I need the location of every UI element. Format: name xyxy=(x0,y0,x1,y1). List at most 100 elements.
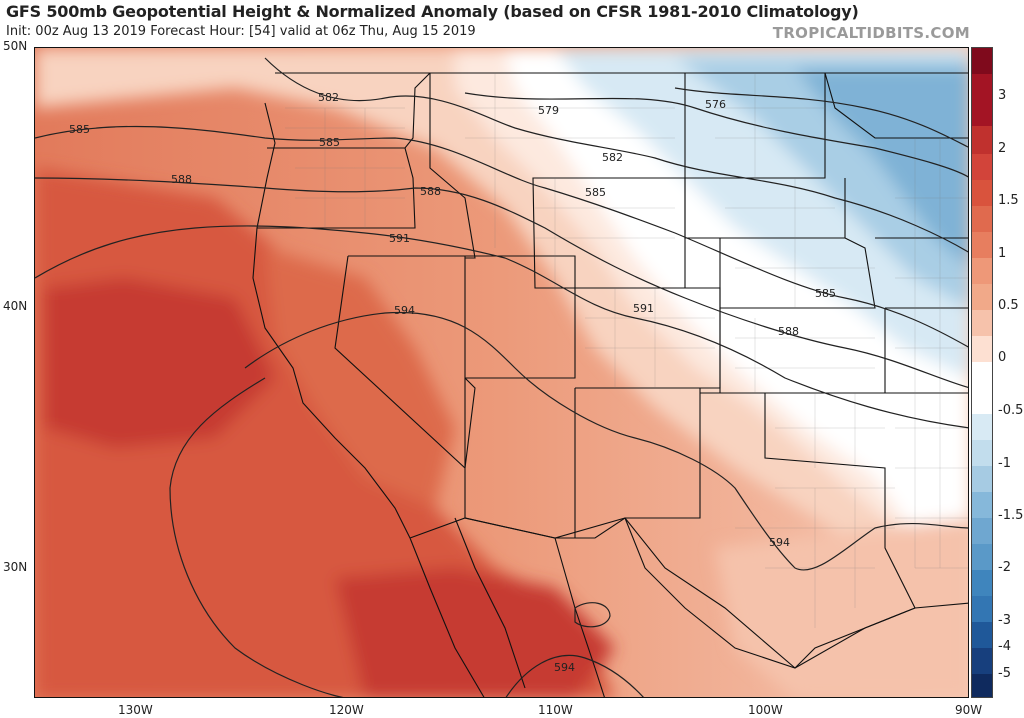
oregon-california-line xyxy=(257,147,416,229)
anomaly-band-light-gulf xyxy=(715,518,968,697)
cb-swatch xyxy=(972,622,992,648)
state-borders xyxy=(252,72,968,697)
anomaly-band-dark-red-mexico xyxy=(335,568,615,697)
contour-594 xyxy=(244,311,968,571)
anomaly-map: 582 579 576 585 585 582 588 585 588 591 … xyxy=(35,48,968,697)
brand-watermark: TROPICALTIDBITS.COM xyxy=(772,24,970,42)
contour-closed-high xyxy=(574,602,611,628)
contour-label: 579 xyxy=(538,104,559,117)
west-coast-outline xyxy=(252,102,411,539)
cb-swatch xyxy=(972,206,992,232)
iowa-missouri-line xyxy=(875,237,968,394)
height-contours xyxy=(35,57,968,697)
lon-label-120w: 120W xyxy=(329,703,364,717)
contour-579 xyxy=(464,92,968,178)
contour-label: 591 xyxy=(633,302,654,315)
colorbar-label: 2 xyxy=(998,141,1007,156)
lon-label-110w: 110W xyxy=(538,703,573,717)
us-mexico-border xyxy=(409,517,796,669)
dakotas-nebraska-line xyxy=(684,178,846,239)
nebraska-kansas-line xyxy=(685,237,876,309)
cb-swatch xyxy=(972,492,992,518)
baja-peninsula xyxy=(409,517,526,697)
lat-label-50n: 50N xyxy=(3,39,28,53)
contour-576 xyxy=(674,87,968,148)
colorbar-label: 3 xyxy=(998,88,1007,103)
anomaly-band-mid-blue xyxy=(795,68,968,267)
contour-591 xyxy=(35,225,968,429)
anomaly-band-red-southwest xyxy=(265,248,455,508)
contour-label: 588 xyxy=(171,173,192,186)
map-subtitle: Init: 00z Aug 13 2019 Forecast Hour: [54… xyxy=(6,24,476,39)
contour-label: 594 xyxy=(394,304,415,317)
cb-swatch xyxy=(972,258,992,284)
contour-label: 588 xyxy=(778,325,799,338)
colorbar-label: 1 xyxy=(998,246,1007,261)
colorbar-label: -3 xyxy=(998,613,1011,628)
washington-oregon-line xyxy=(267,72,431,149)
colorbar-label: 0.5 xyxy=(998,298,1019,313)
cb-swatch xyxy=(972,310,992,336)
contour-label: 582 xyxy=(602,151,623,164)
contour-585 xyxy=(35,125,968,348)
cb-swatch xyxy=(972,74,992,126)
cb-swatch xyxy=(972,388,992,414)
cb-swatch xyxy=(972,570,992,596)
colorbar-swatches xyxy=(972,48,992,697)
cb-swatch xyxy=(972,596,992,622)
contour-label: 585 xyxy=(815,287,836,300)
cb-swatch xyxy=(972,466,992,492)
cb-swatch xyxy=(972,674,992,697)
contour-labels: 582 579 576 585 585 582 588 585 588 591 … xyxy=(69,91,836,674)
colorbar-label: -4 xyxy=(998,639,1011,654)
cb-swatch xyxy=(972,284,992,310)
colorbar-label: 0 xyxy=(998,350,1007,365)
county-lines xyxy=(285,73,968,628)
contour-594-south xyxy=(169,377,344,697)
cb-swatch xyxy=(972,48,992,74)
colorbar-label: -1 xyxy=(998,456,1011,471)
contour-label: 585 xyxy=(69,123,90,136)
contour-label: 588 xyxy=(420,185,441,198)
contour-label: 582 xyxy=(318,91,339,104)
contour-label: 585 xyxy=(585,186,606,199)
lon-label-100w: 100W xyxy=(748,703,783,717)
anomaly-band-dark-red-west xyxy=(45,278,275,448)
map-panel: 582 579 576 585 585 582 588 585 588 591 … xyxy=(34,47,969,698)
cb-swatch xyxy=(972,544,992,570)
mexico-coast xyxy=(554,537,605,697)
contour-label: 585 xyxy=(319,136,340,149)
cb-swatch xyxy=(972,440,992,466)
map-title: GFS 500mb Geopotential Height & Normaliz… xyxy=(6,2,859,21)
cb-swatch xyxy=(972,518,992,544)
lat-label-40n: 40N xyxy=(3,299,28,313)
contour-label: 594 xyxy=(554,661,575,674)
colorbar-label: 1.5 xyxy=(998,193,1019,208)
cb-swatch xyxy=(972,180,992,206)
cb-swatch xyxy=(972,648,992,674)
colorbar-label: -1.5 xyxy=(998,508,1024,523)
minnesota-line xyxy=(824,72,968,139)
colorbar-label: -5 xyxy=(998,666,1011,681)
cb-swatch xyxy=(972,336,992,362)
colorbar xyxy=(971,47,993,698)
gulf-coast xyxy=(794,602,968,669)
contour-582 xyxy=(264,57,968,253)
cb-swatch xyxy=(972,154,992,180)
lat-label-30n: 30N xyxy=(3,560,28,574)
lon-label-90w: 90W xyxy=(955,703,983,717)
contour-label: 594 xyxy=(769,536,790,549)
cb-swatch xyxy=(972,362,992,388)
cb-swatch xyxy=(972,126,992,154)
contour-594-mexico xyxy=(505,654,644,697)
lon-label-130w: 130W xyxy=(118,703,153,717)
cb-swatch xyxy=(972,232,992,258)
contour-label: 576 xyxy=(705,98,726,111)
cb-swatch xyxy=(972,414,992,440)
colorbar-label: -2 xyxy=(998,560,1011,575)
idaho-montana-line xyxy=(429,73,476,259)
utah-arizona-line xyxy=(465,255,576,379)
kansas-oklahoma-line xyxy=(719,308,886,394)
contour-588 xyxy=(35,177,968,389)
contour-label: 591 xyxy=(389,232,410,245)
